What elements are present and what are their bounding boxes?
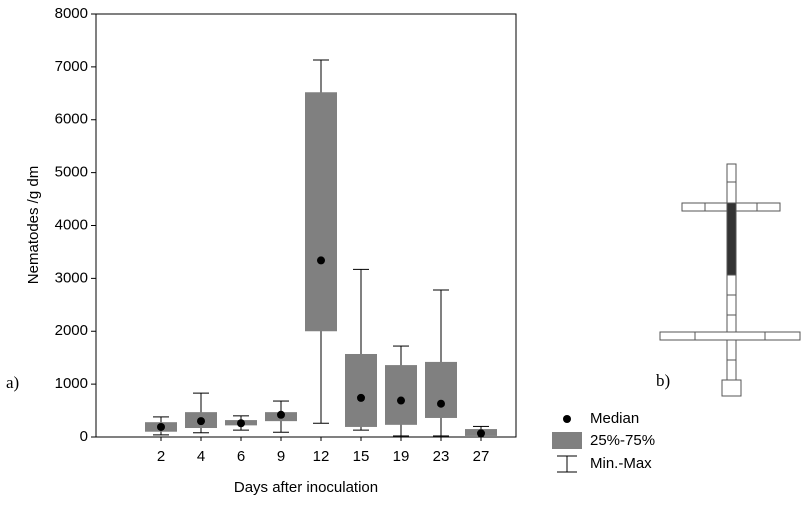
median xyxy=(317,256,325,265)
x-tick-label: 2 xyxy=(157,448,165,465)
box xyxy=(425,361,457,418)
box xyxy=(385,365,417,425)
y-tick-label: 4000 xyxy=(55,216,88,233)
median xyxy=(157,422,165,431)
legend-label: Min.-Max xyxy=(590,455,652,472)
diagram xyxy=(659,163,801,397)
legend-whisker-swatch xyxy=(557,455,577,473)
y-tick-label: 5000 xyxy=(55,164,88,181)
x-axis-label: Days after inoculation xyxy=(234,479,378,496)
y-tick-label: 0 xyxy=(80,428,88,445)
x-tick-label: 9 xyxy=(277,448,285,465)
x-tick-label: 4 xyxy=(197,448,205,465)
y-tick-label: 2000 xyxy=(55,322,88,339)
panel-label: b) xyxy=(656,371,670,390)
median xyxy=(437,399,445,408)
median xyxy=(397,396,405,405)
y-tick-label: 3000 xyxy=(55,269,88,286)
y-tick-label: 1000 xyxy=(55,375,88,392)
panel-label: a) xyxy=(6,373,19,392)
box xyxy=(345,353,377,427)
x-tick-label: 27 xyxy=(473,448,490,465)
median xyxy=(477,429,485,438)
x-tick-label: 19 xyxy=(393,448,410,465)
box xyxy=(305,92,337,332)
legend-label: Median xyxy=(590,410,639,427)
median xyxy=(357,393,365,402)
legend-box-swatch xyxy=(552,432,582,449)
x-tick-label: 15 xyxy=(353,448,370,465)
legend-median-marker xyxy=(563,415,571,423)
legend-label: 25%-75% xyxy=(590,432,655,449)
y-tick-label: 6000 xyxy=(55,111,88,128)
median xyxy=(197,417,205,426)
x-tick-label: 6 xyxy=(237,448,245,465)
median xyxy=(237,419,245,428)
y-axis-label: Nematodes /g dm xyxy=(25,166,42,284)
y-tick-label: 8000 xyxy=(55,5,88,22)
x-tick-label: 12 xyxy=(313,448,330,465)
y-tick-label: 7000 xyxy=(55,58,88,75)
median xyxy=(277,410,285,419)
x-tick-label: 23 xyxy=(433,448,450,465)
